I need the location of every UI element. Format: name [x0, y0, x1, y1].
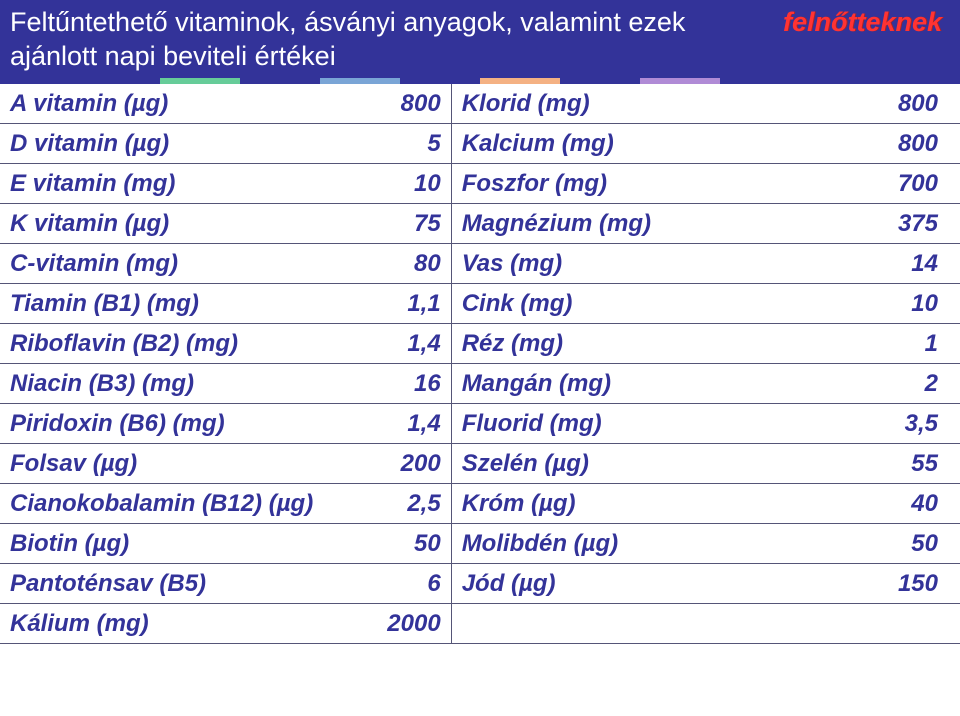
nutrient-value-right: 40 [778, 484, 960, 524]
accent-segment [320, 78, 400, 84]
nutrient-value-right: 2 [778, 364, 960, 404]
nutrient-value-right: 3,5 [778, 404, 960, 444]
table-row: Piridoxin (B6) (mg)1,4Fluorid (mg)3,5 [0, 404, 960, 444]
nutrient-name-left: Piridoxin (B6) (mg) [0, 404, 336, 444]
nutrient-value-left: 80 [336, 244, 451, 284]
table-row: C-vitamin (mg)80Vas (mg)14 [0, 244, 960, 284]
accent-segment [160, 78, 240, 84]
nutrient-name-left: Niacin (B3) (mg) [0, 364, 336, 404]
table-row: Riboflavin (B2) (mg)1,4Réz (mg)1 [0, 324, 960, 364]
accent-segment [560, 78, 640, 84]
accent-segment [480, 78, 560, 84]
nutrient-value-left: 1,4 [336, 324, 451, 364]
nutrient-value-right: 150 [778, 564, 960, 604]
accent-segment [0, 78, 80, 84]
table-row: K vitamin (µg)75Magnézium (mg)375 [0, 204, 960, 244]
slide: Feltűntethető vitaminok, ásványi anyagok… [0, 0, 960, 716]
nutrient-name-right [451, 604, 777, 644]
accent-segment [80, 78, 160, 84]
nutrient-value-right: 50 [778, 524, 960, 564]
nutrient-name-left: Kálium (mg) [0, 604, 336, 644]
nutrient-value-left: 1,1 [336, 284, 451, 324]
nutrient-value-right: 10 [778, 284, 960, 324]
nutrient-name-right: Króm (µg) [451, 484, 777, 524]
nutrient-name-right: Mangán (mg) [451, 364, 777, 404]
table-row: Cianokobalamin (B12) (µg)2,5Króm (µg)40 [0, 484, 960, 524]
accent-segment [800, 78, 880, 84]
header-emphasis: felnőtteknek [783, 6, 942, 40]
table-row: Tiamin (B1) (mg)1,1Cink (mg)10 [0, 284, 960, 324]
accent-segment [880, 78, 960, 84]
nutrient-name-left: K vitamin (µg) [0, 204, 336, 244]
nutrient-name-right: Molibdén (µg) [451, 524, 777, 564]
nutrient-name-right: Klorid (mg) [451, 84, 777, 124]
nutrient-name-left: A vitamin (µg) [0, 84, 336, 124]
nutrient-name-right: Vas (mg) [451, 244, 777, 284]
table-row: E vitamin (mg)10Foszfor (mg)700 [0, 164, 960, 204]
nutrient-value-left: 2000 [336, 604, 451, 644]
header-text-1: Feltűntethető vitaminok, ásványi anyagok… [10, 7, 685, 37]
accent-segment [640, 78, 720, 84]
nutrient-name-right: Fluorid (mg) [451, 404, 777, 444]
slide-header: Feltűntethető vitaminok, ásványi anyagok… [0, 0, 960, 78]
nutrient-name-left: Folsav (µg) [0, 444, 336, 484]
accent-segment [400, 78, 480, 84]
nutrient-value-left: 800 [336, 84, 451, 124]
nutrient-name-left: Pantoténsav (B5) [0, 564, 336, 604]
nutrient-name-left: C-vitamin (mg) [0, 244, 336, 284]
nutrient-name-left: Tiamin (B1) (mg) [0, 284, 336, 324]
nutrient-name-right: Szelén (µg) [451, 444, 777, 484]
accent-bar [0, 78, 960, 84]
nutrient-value-left: 2,5 [336, 484, 451, 524]
nutrient-value-left: 1,4 [336, 404, 451, 444]
nutrient-value-left: 6 [336, 564, 451, 604]
table-row: Niacin (B3) (mg)16Mangán (mg)2 [0, 364, 960, 404]
nutrient-name-right: Magnézium (mg) [451, 204, 777, 244]
table-row: Biotin (µg)50Molibdén (µg)50 [0, 524, 960, 564]
nutrient-value-right: 375 [778, 204, 960, 244]
nutrient-name-right: Cink (mg) [451, 284, 777, 324]
nutrient-name-left: Biotin (µg) [0, 524, 336, 564]
header-line1: Feltűntethető vitaminok, ásványi anyagok… [10, 6, 950, 40]
nutrient-table: A vitamin (µg)800Klorid (mg)800D vitamin… [0, 84, 960, 645]
nutrient-name-right: Foszfor (mg) [451, 164, 777, 204]
nutrient-value-left: 5 [336, 124, 451, 164]
nutrient-name-right: Jód (µg) [451, 564, 777, 604]
nutrient-value-left: 50 [336, 524, 451, 564]
table-row: D vitamin (µg)5Kalcium (mg)800 [0, 124, 960, 164]
nutrient-value-left: 200 [336, 444, 451, 484]
nutrient-name-right: Réz (mg) [451, 324, 777, 364]
accent-segment [720, 78, 800, 84]
nutrient-value-right: 14 [778, 244, 960, 284]
table-row: Kálium (mg)2000 [0, 604, 960, 644]
table-row: A vitamin (µg)800Klorid (mg)800 [0, 84, 960, 124]
header-line2: ajánlott napi beviteli értékei [10, 40, 950, 74]
nutrient-value-right [778, 604, 960, 644]
nutrient-value-left: 10 [336, 164, 451, 204]
nutrient-value-right: 55 [778, 444, 960, 484]
nutrient-value-right: 1 [778, 324, 960, 364]
table-row: Folsav (µg)200Szelén (µg)55 [0, 444, 960, 484]
nutrient-name-left: Riboflavin (B2) (mg) [0, 324, 336, 364]
nutrient-value-left: 75 [336, 204, 451, 244]
table-row: Pantoténsav (B5)6Jód (µg)150 [0, 564, 960, 604]
nutrient-name-left: D vitamin (µg) [0, 124, 336, 164]
nutrient-value-left: 16 [336, 364, 451, 404]
nutrient-name-left: Cianokobalamin (B12) (µg) [0, 484, 336, 524]
nutrient-name-left: E vitamin (mg) [0, 164, 336, 204]
nutrient-value-right: 700 [778, 164, 960, 204]
nutrient-value-right: 800 [778, 124, 960, 164]
nutrient-name-right: Kalcium (mg) [451, 124, 777, 164]
accent-segment [240, 78, 320, 84]
nutrient-value-right: 800 [778, 84, 960, 124]
